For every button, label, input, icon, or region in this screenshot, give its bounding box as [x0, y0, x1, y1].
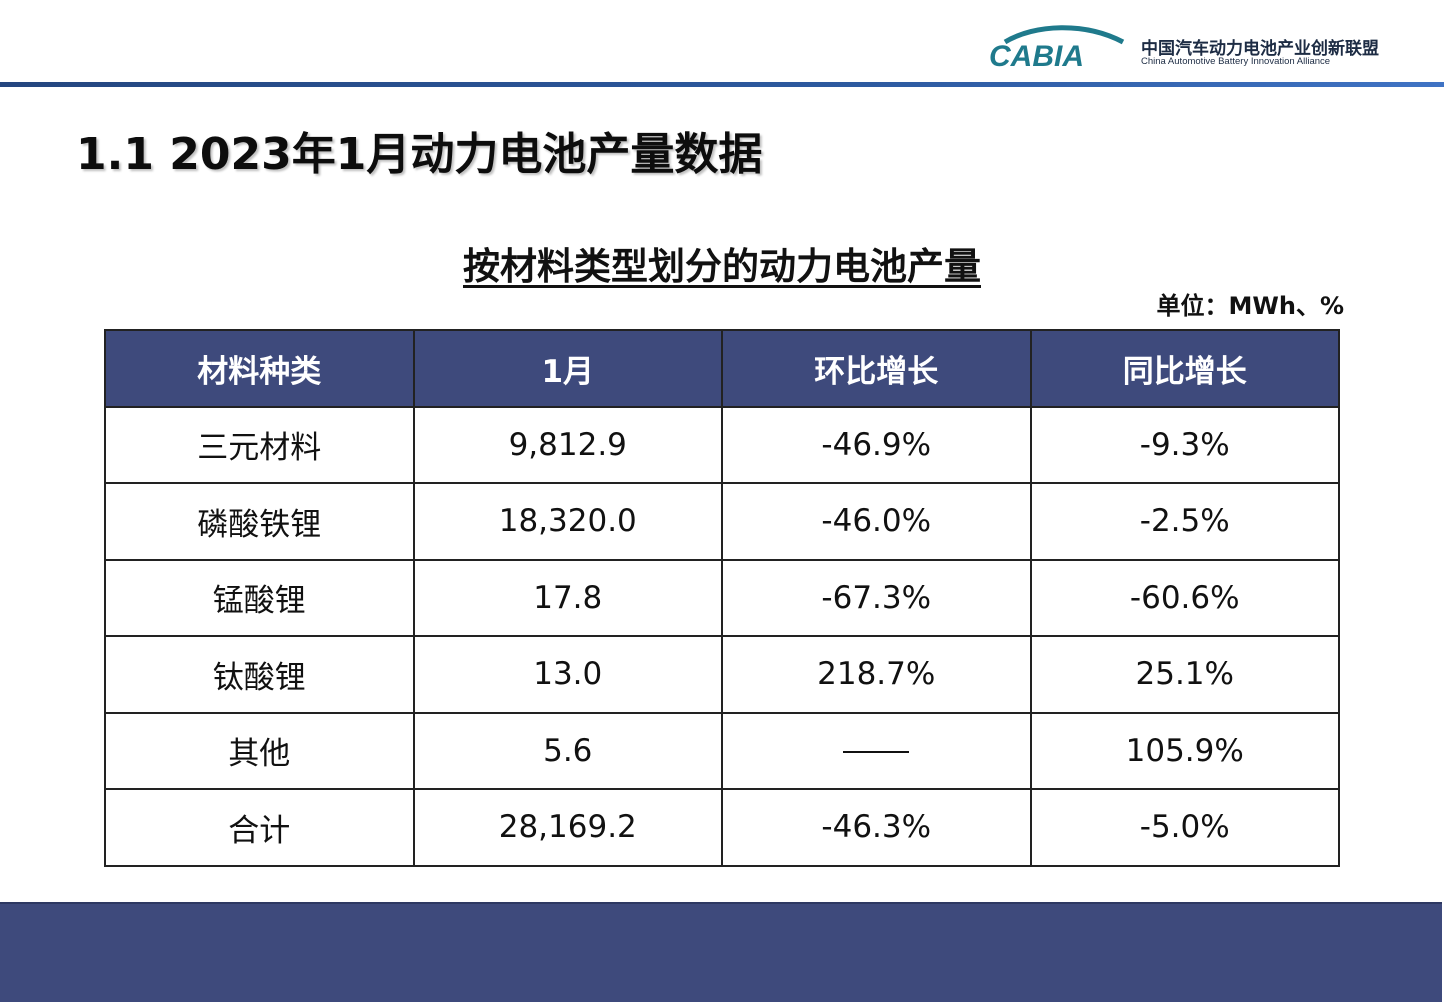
header-mom-growth: 环比增长: [721, 329, 1032, 408]
table-header-row: 材料种类 1月 环比增长 同比增长: [104, 329, 1340, 408]
no-data-dash: [843, 751, 910, 754]
logo-cn-name: 中国汽车动力电池产业创新联盟: [1141, 39, 1379, 59]
cell-mom: -67.3%: [721, 558, 1032, 637]
cell-material: 合计: [104, 788, 415, 867]
header-january: 1月: [412, 329, 723, 408]
cell-january: 9,812.9: [412, 405, 723, 484]
cell-material: 锰酸锂: [104, 558, 415, 637]
cell-january: 18,320.0: [412, 482, 723, 561]
cell-yoy: -60.6%: [1029, 558, 1340, 637]
cell-yoy: 25.1%: [1029, 635, 1340, 714]
production-table: 材料种类 1月 环比增长 同比增长 三元材料 9,812.9 -46.9% -9…: [104, 329, 1340, 867]
table-title: 按材料类型划分的动力电池产量: [0, 236, 1444, 290]
cell-material: 磷酸铁锂: [104, 482, 415, 561]
logo: CABIA 中国汽车动力电池产业创新联盟 China Automotive Ba…: [985, 20, 1415, 80]
cell-yoy: -9.3%: [1029, 405, 1340, 484]
unit-label: 单位：MWh、%: [1156, 292, 1345, 320]
cell-january: 28,169.2: [412, 788, 723, 867]
cell-january: 5.6: [412, 711, 723, 790]
table-row: 锰酸锂 17.8 -67.3% -60.6%: [104, 558, 1340, 637]
table-row: 三元材料 9,812.9 -46.9% -9.3%: [104, 405, 1340, 484]
table-row: 合计 28,169.2 -46.3% -5.0%: [104, 788, 1340, 867]
cell-yoy: -2.5%: [1029, 482, 1340, 561]
cell-yoy: -5.0%: [1029, 788, 1340, 867]
cell-material: 三元材料: [104, 405, 415, 484]
logo-mark-text: CABIA: [989, 40, 1084, 73]
cabia-logo-icon: CABIA: [989, 25, 1125, 73]
header-material: 材料种类: [104, 329, 415, 408]
cell-material: 钛酸锂: [104, 635, 415, 714]
cell-mom: 218.7%: [721, 635, 1032, 714]
header-yoy-growth: 同比增长: [1029, 329, 1340, 408]
cell-mom: [721, 711, 1032, 790]
table-row: 钛酸锂 13.0 218.7% 25.1%: [104, 635, 1340, 714]
cell-material: 其他: [104, 711, 415, 790]
header-divider: [0, 82, 1444, 87]
cell-yoy: 105.9%: [1029, 711, 1340, 790]
cell-january: 13.0: [412, 635, 723, 714]
cell-january: 17.8: [412, 558, 723, 637]
table-row: 其他 5.6 105.9%: [104, 711, 1340, 790]
cell-mom: -46.9%: [721, 405, 1032, 484]
table-row: 磷酸铁锂 18,320.0 -46.0% -2.5%: [104, 482, 1340, 561]
page-title: 1.1 2023年1月动力电池产量数据: [76, 129, 763, 180]
table-title-text: 按材料类型划分的动力电池产量: [463, 245, 981, 288]
logo-en-name: China Automotive Battery Innovation Alli…: [1141, 56, 1331, 67]
cell-mom: -46.3%: [721, 788, 1032, 867]
cell-mom: -46.0%: [721, 482, 1032, 561]
footer-band: [0, 902, 1442, 1002]
